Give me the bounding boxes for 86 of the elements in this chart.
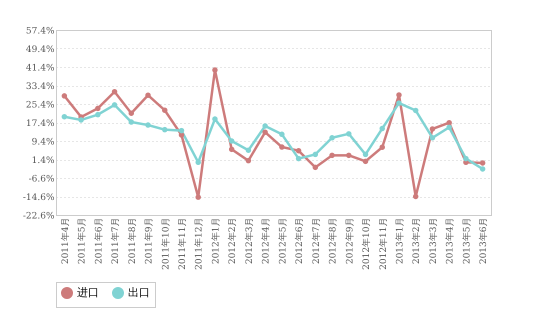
point: [112, 102, 118, 108]
x-tick-label: 2011年9月: [144, 218, 155, 264]
x-tick-label: 2011年4月: [60, 218, 71, 264]
x-tick-label: 2013年2月: [411, 218, 422, 264]
point: [396, 92, 402, 98]
point: [329, 135, 335, 140]
point: [145, 122, 151, 128]
point: [380, 126, 385, 132]
y-tick-label: 57.4%: [26, 26, 55, 36]
x-tick-label: 2012年7月: [310, 218, 322, 264]
x-tick-label: 2011年6月: [93, 218, 104, 264]
point: [279, 144, 285, 150]
point: [228, 146, 234, 152]
point: [346, 131, 352, 137]
y-tick-label: -22.6%: [22, 212, 55, 222]
x-tick-label: 2013年5月: [461, 218, 472, 264]
point: [480, 160, 486, 166]
point: [195, 160, 201, 166]
point: [296, 148, 302, 154]
point: [463, 156, 469, 162]
point: [430, 126, 436, 132]
y-tick-label: 17.4%: [26, 119, 55, 129]
x-tick-label: 2013年6月: [478, 218, 490, 264]
x-tick-label: 2011年11月: [176, 218, 188, 270]
point: [145, 92, 151, 98]
point: [396, 100, 402, 106]
x-tick-label: 2012年11月: [378, 218, 389, 270]
x-tick-label: 2013年3月: [428, 218, 439, 264]
point: [430, 135, 436, 140]
x-tick-label: 2012年10月: [361, 218, 372, 270]
point: [128, 110, 134, 116]
point: [262, 129, 268, 135]
point: [362, 158, 368, 164]
point: [78, 117, 84, 123]
point: [380, 144, 385, 150]
point: [362, 152, 368, 158]
x-tick-label: 2011年12月: [194, 218, 205, 270]
x-tick-label: 2012年6月: [294, 218, 306, 264]
x-tick-label: 2012年1月: [210, 218, 222, 264]
point: [412, 194, 418, 200]
point: [312, 164, 318, 170]
point: [212, 67, 218, 73]
point: [95, 106, 101, 112]
y-tick-label: 33.4%: [26, 82, 55, 92]
point: [246, 158, 252, 164]
x-tick-label: 2011年5月: [76, 218, 88, 264]
x-tick-label: 2012年5月: [277, 218, 288, 264]
point: [446, 120, 452, 126]
point: [178, 128, 184, 134]
legend-label: 进口: [77, 286, 99, 299]
point: [480, 166, 486, 172]
point: [296, 156, 302, 162]
point: [279, 132, 285, 138]
point: [62, 93, 68, 99]
x-tick-label: 2013年4月: [444, 218, 456, 264]
point: [262, 123, 268, 129]
y-tick-label: 1.4%: [32, 156, 55, 166]
x-tick-label: 2011年10月: [160, 218, 172, 270]
x-tick-label: 2012年2月: [227, 218, 238, 264]
point: [446, 124, 452, 130]
x-tick-label: 2012年3月: [244, 218, 255, 264]
x-tick-label: 2012年9月: [344, 218, 356, 264]
x-tick-label: 2013年1月: [394, 218, 406, 264]
y-tick-label: -6.6%: [28, 174, 55, 184]
point: [95, 112, 101, 118]
point: [329, 152, 335, 158]
y-tick-label: 49.4%: [26, 45, 55, 55]
y-tick-label: 25.4%: [26, 100, 55, 110]
point: [162, 126, 168, 132]
point: [128, 119, 134, 125]
x-tick-label: 2012年4月: [260, 218, 272, 264]
point: [162, 108, 168, 113]
point: [346, 152, 352, 158]
point: [228, 138, 234, 144]
point: [112, 89, 118, 94]
point: [62, 114, 68, 120]
x-tick-label: 2011年7月: [110, 218, 122, 264]
x-tick-label: 2012年8月: [328, 218, 339, 264]
y-tick-label: 41.4%: [26, 64, 55, 74]
y-tick-label: -14.6%: [22, 193, 55, 203]
point: [312, 152, 318, 158]
y-tick-label: 9.4%: [32, 138, 55, 148]
point: [412, 108, 418, 114]
legend-label: 出口: [128, 286, 150, 299]
point: [246, 148, 252, 153]
x-tick-label: 2011年8月: [126, 218, 138, 264]
